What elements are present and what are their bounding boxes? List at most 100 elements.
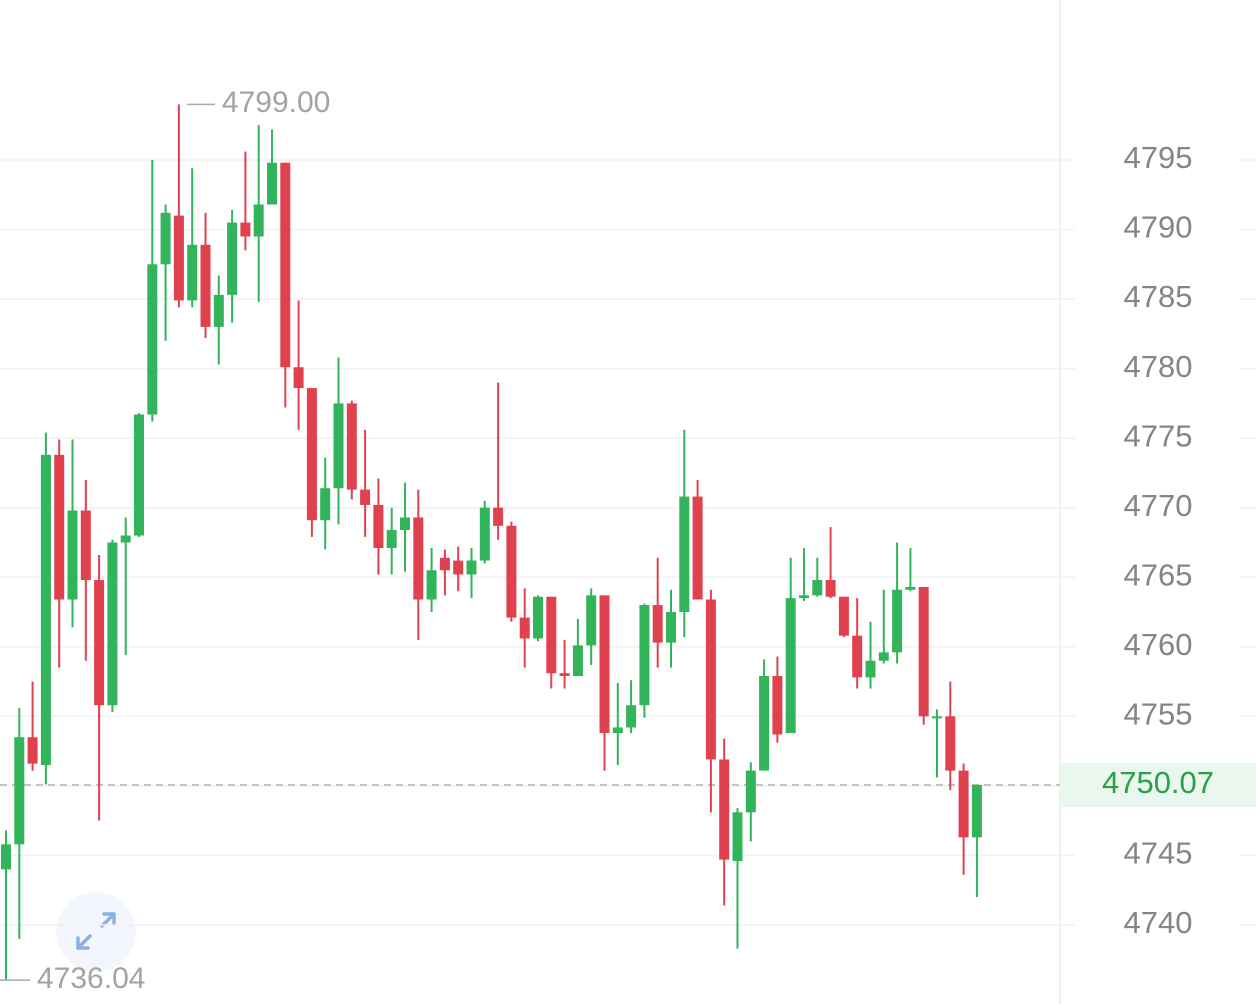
candle — [320, 457, 331, 550]
candle — [772, 656, 783, 743]
candle — [612, 682, 623, 766]
candle-body — [40, 454, 51, 766]
candle-body — [306, 388, 317, 521]
candle — [54, 439, 65, 668]
candle-body — [586, 595, 597, 646]
candle — [40, 432, 51, 785]
candle — [652, 557, 663, 668]
candle-body — [546, 596, 557, 674]
candle — [173, 104, 184, 308]
candle — [253, 125, 264, 302]
candle — [479, 500, 490, 564]
candle-body — [173, 215, 184, 301]
candle-body — [825, 580, 836, 597]
candle — [453, 546, 464, 592]
last-price-label: 4750.07 — [1102, 765, 1214, 800]
candle — [160, 204, 171, 341]
candle — [493, 382, 504, 540]
candle — [293, 300, 304, 430]
y-tick-label: 4780 — [1124, 349, 1193, 384]
candle-body — [559, 673, 570, 677]
candle-body — [453, 560, 464, 575]
candle-body — [785, 598, 796, 734]
candle — [240, 151, 251, 251]
candle — [466, 548, 477, 599]
candle-body — [852, 635, 863, 678]
candle — [439, 549, 450, 596]
candle-body — [134, 414, 144, 536]
candle-body — [666, 612, 676, 643]
candle-body — [386, 529, 397, 549]
candle — [719, 738, 730, 906]
candle — [812, 557, 823, 597]
candle — [878, 589, 889, 664]
candle — [626, 680, 637, 734]
candle — [187, 168, 198, 308]
candle-body — [147, 264, 158, 415]
candle-body — [94, 580, 105, 706]
candle-body — [679, 496, 690, 613]
candle-body — [599, 595, 610, 734]
candle-body — [360, 489, 371, 505]
y-tick-label: 4770 — [1124, 488, 1193, 523]
candle — [546, 596, 557, 689]
candle — [67, 439, 78, 628]
candle — [213, 275, 224, 365]
candle — [865, 621, 876, 689]
candle-body — [240, 222, 251, 237]
candle-body — [732, 812, 743, 862]
candle — [107, 539, 118, 713]
last-price-bg — [1060, 762, 1256, 807]
candle-body — [413, 517, 424, 600]
candle — [400, 482, 410, 572]
candle-body — [253, 204, 264, 237]
candle-body — [267, 162, 277, 205]
candle-body — [280, 162, 291, 368]
expand-button[interactable] — [56, 892, 136, 972]
candle-body — [878, 652, 889, 661]
candle — [120, 517, 131, 656]
candle-body — [27, 737, 38, 764]
candle-body — [692, 496, 703, 600]
candle — [147, 159, 158, 422]
candle — [533, 595, 543, 642]
y-tick-label: 4740 — [1124, 905, 1193, 940]
candle-body — [812, 580, 823, 596]
candle-body — [320, 488, 331, 521]
candle — [559, 639, 570, 689]
candle — [134, 413, 144, 537]
y-tick-label: 4795 — [1124, 140, 1193, 175]
candle — [679, 429, 690, 638]
candle — [227, 210, 238, 323]
candle — [94, 554, 105, 821]
candle-body — [14, 737, 25, 845]
candle — [80, 479, 91, 661]
candle — [346, 400, 357, 500]
candle — [200, 212, 211, 339]
candle-body — [466, 560, 477, 575]
candle-body — [905, 586, 916, 590]
candle-body — [200, 244, 211, 327]
candle-body — [67, 510, 78, 600]
max-label: 4799.00 — [222, 86, 330, 119]
y-tick-label: 4760 — [1124, 627, 1193, 662]
candle-body — [892, 589, 903, 653]
candle — [732, 808, 743, 949]
candle — [306, 388, 317, 537]
candle-body — [160, 212, 171, 265]
candle — [799, 548, 809, 601]
candle — [373, 478, 384, 575]
candle — [333, 357, 344, 525]
candle-body — [506, 525, 517, 618]
candle — [892, 542, 903, 664]
candle-body — [932, 716, 942, 719]
candle — [360, 429, 371, 537]
candle-body — [958, 770, 969, 838]
candle-body — [838, 596, 849, 636]
candle — [666, 589, 676, 668]
candle-body — [54, 454, 65, 600]
candle — [905, 548, 916, 592]
candle — [838, 596, 849, 638]
candle — [14, 708, 25, 939]
candle-body — [479, 507, 490, 561]
